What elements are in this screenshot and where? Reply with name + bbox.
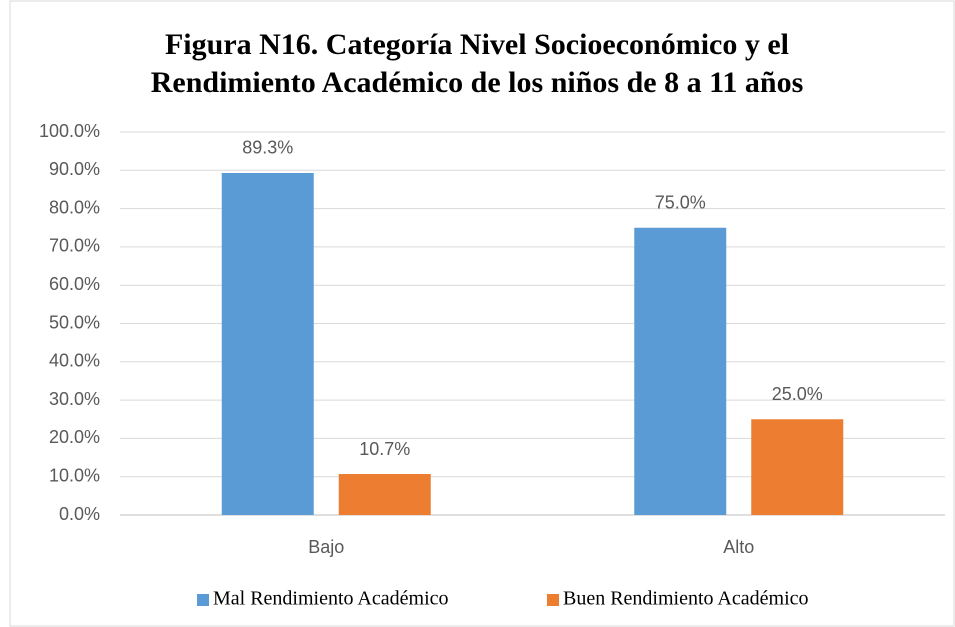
legend-swatch xyxy=(547,594,559,606)
bar xyxy=(338,474,431,515)
legend-label: Mal Rendimiento Académico xyxy=(213,588,449,610)
x-tick-label: Bajo xyxy=(308,537,344,557)
y-tick-label: 10.0% xyxy=(49,465,100,485)
y-tick-label: 30.0% xyxy=(49,389,100,409)
bar xyxy=(221,172,314,515)
data-label: 75.0% xyxy=(655,193,706,213)
y-tick-label: 80.0% xyxy=(49,197,100,217)
data-label: 89.3% xyxy=(242,138,293,158)
bar xyxy=(751,419,844,515)
x-tick-label: Alto xyxy=(723,537,754,557)
legend-swatch xyxy=(197,594,209,606)
y-tick-label: 60.0% xyxy=(49,274,100,294)
y-tick-label: 0.0% xyxy=(59,504,100,524)
data-label: 10.7% xyxy=(359,439,410,459)
bar xyxy=(634,227,727,515)
y-tick-label: 100.0% xyxy=(39,121,100,141)
chart-title: Figura N16. Categoría Nivel Socioeconómi… xyxy=(165,28,789,61)
chart-title: Rendimiento Académico de los niños de 8 … xyxy=(151,66,804,99)
y-tick-label: 20.0% xyxy=(49,427,100,447)
legend-label: Buen Rendimiento Académico xyxy=(563,588,809,610)
chart-border xyxy=(9,0,955,627)
y-tick-label: 40.0% xyxy=(49,351,100,371)
y-tick-label: 70.0% xyxy=(49,236,100,256)
y-tick-label: 90.0% xyxy=(49,159,100,179)
data-label: 25.0% xyxy=(772,384,823,404)
y-tick-label: 50.0% xyxy=(49,312,100,332)
